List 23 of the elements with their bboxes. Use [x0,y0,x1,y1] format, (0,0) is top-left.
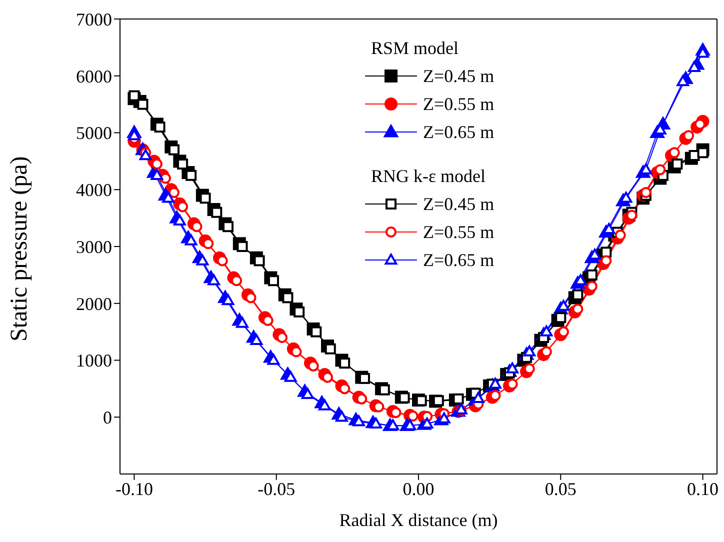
y-axis-title: Static pressure (pa) [6,156,33,342]
x-tick-label: -0.10 [115,478,153,499]
x-tick-label: 0.10 [687,478,719,499]
legend-label: Z=0.65 m [423,121,494,144]
x-tick-label: 0.05 [544,478,576,499]
y-tick-label: 1000 [76,350,112,371]
legend-label: Z=0.55 m [423,221,494,244]
legend-label: Z=0.45 m [423,193,494,216]
y-tick-label: 3000 [76,236,112,257]
x-tick-label: 0.00 [402,478,434,499]
y-tick-label: 2000 [76,294,112,314]
x-tick-label: -0.05 [258,478,296,499]
annotation: RNG k-ε model [370,165,487,188]
legend-label: Z=0.65 m [423,249,494,272]
legend-label: Z=0.55 m [423,93,494,116]
y-tick-label: 4000 [76,180,112,200]
annotation: RSM model [370,37,460,60]
y-tick-label: 7000 [76,9,112,30]
y-tick-label: 5000 [76,123,112,144]
y-tick-label: 0 [103,408,112,428]
y-tick-label: 6000 [76,66,112,86]
x-axis-title: Radial X distance (m) [339,510,498,530]
legend-label: Z=0.45 m [423,65,494,88]
